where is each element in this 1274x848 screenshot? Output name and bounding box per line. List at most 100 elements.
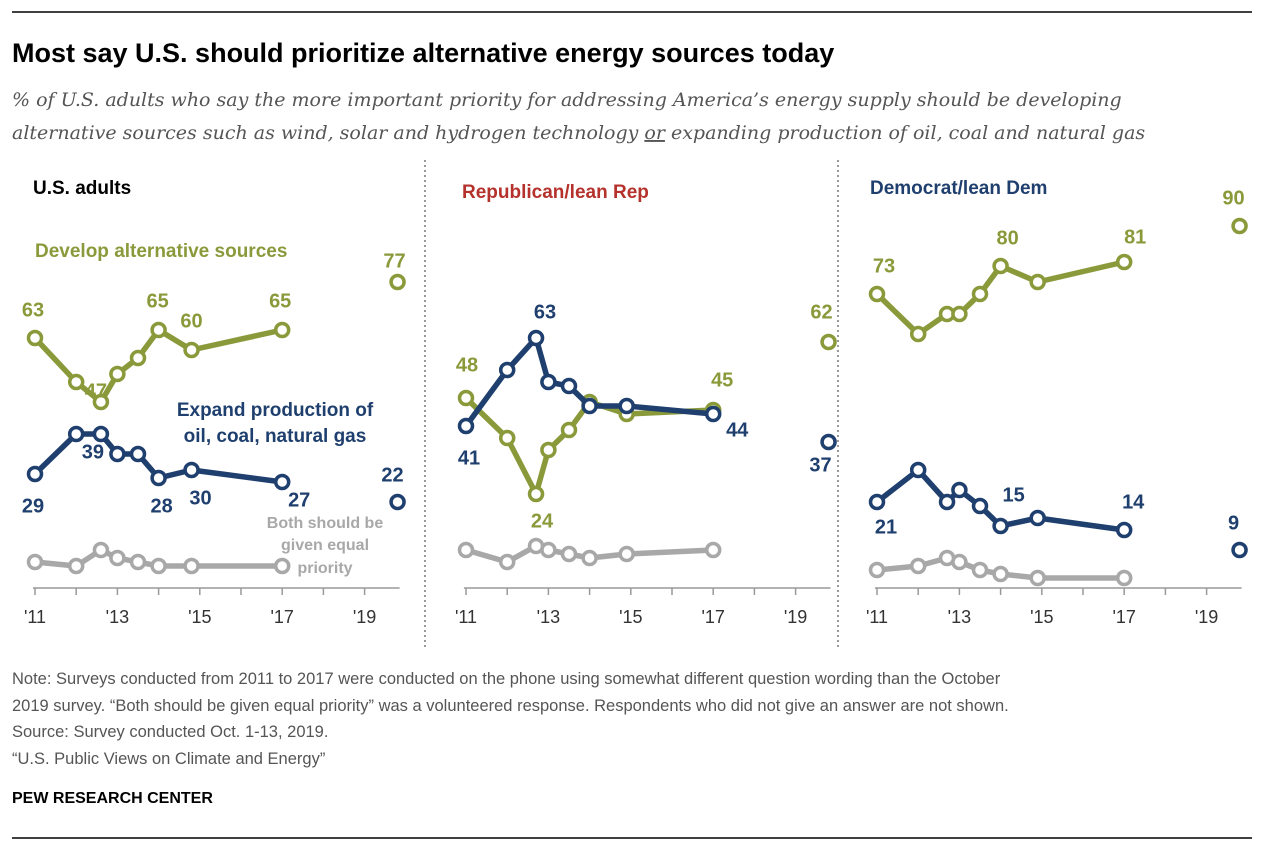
x-tick-label: '15 bbox=[1030, 607, 1053, 627]
data-point-fossil bbox=[457, 417, 475, 435]
data-point-fossil bbox=[1231, 541, 1248, 559]
subtitle-or: or bbox=[644, 122, 666, 144]
legend-fossil-label: Expand production of bbox=[177, 400, 374, 421]
data-point-alt bbox=[389, 273, 406, 291]
data-label-alt: 77 bbox=[383, 250, 405, 272]
data-point-alt bbox=[183, 341, 200, 359]
data-point-both bbox=[560, 545, 578, 563]
data-label-alt: 80 bbox=[996, 227, 1018, 249]
data-point-alt bbox=[1029, 273, 1046, 291]
data-point-fossil bbox=[581, 397, 598, 415]
data-point-alt bbox=[951, 305, 968, 323]
data-point-fossil bbox=[67, 425, 85, 443]
data-point-fossil bbox=[540, 373, 557, 391]
series-line-alt bbox=[32, 327, 283, 405]
legend-fossil-label: oil, coal, natural gas bbox=[184, 426, 367, 447]
data-label-alt: 90 bbox=[1222, 187, 1244, 209]
data-point-alt bbox=[1115, 253, 1133, 271]
data-point-both bbox=[67, 557, 85, 575]
data-point-fossil bbox=[938, 493, 956, 511]
data-point-alt bbox=[868, 285, 886, 303]
data-point-fossil bbox=[150, 469, 167, 487]
subtitle-line2: alternative sources such as wind, solar … bbox=[12, 122, 1145, 144]
data-label-fossil: 22 bbox=[381, 464, 403, 486]
x-tick-label: '19 bbox=[1195, 607, 1218, 627]
x-tick-label: '17 bbox=[701, 607, 724, 627]
data-label-alt: 65 bbox=[269, 290, 291, 312]
data-point-both bbox=[150, 557, 167, 575]
data-label-fossil: 41 bbox=[458, 447, 480, 469]
data-point-both bbox=[992, 565, 1009, 583]
data-point-fossil bbox=[909, 461, 927, 479]
x-tick-label: '15 bbox=[619, 607, 642, 627]
x-tick-label: '19 bbox=[784, 607, 807, 627]
data-point-alt bbox=[527, 485, 545, 503]
data-label-fossil: 63 bbox=[534, 301, 556, 323]
data-point-fossil bbox=[389, 493, 406, 511]
data-point-alt bbox=[909, 325, 927, 343]
data-point-both bbox=[581, 549, 598, 567]
data-point-alt bbox=[273, 321, 291, 339]
data-point-fossil bbox=[273, 473, 291, 491]
data-point-both bbox=[129, 553, 147, 571]
data-point-fossil bbox=[560, 377, 578, 395]
note-line: Note: Surveys conducted from 2011 to 201… bbox=[12, 670, 1001, 688]
data-label-fossil: 39 bbox=[82, 441, 104, 463]
data-label-fossil: 44 bbox=[726, 419, 749, 441]
data-point-both bbox=[868, 561, 886, 579]
data-label-fossil: 27 bbox=[288, 489, 310, 511]
data-label-alt: 60 bbox=[180, 310, 202, 332]
subtitle-line1: % of U.S. adults who say the more import… bbox=[12, 89, 1122, 111]
panel-title-us-adults: U.S. adults bbox=[33, 178, 131, 199]
data-point-alt bbox=[109, 365, 126, 383]
data-point-both bbox=[109, 549, 126, 567]
legend-both-label: Both should be bbox=[267, 515, 384, 532]
data-label-fossil: 21 bbox=[875, 516, 897, 538]
data-point-both bbox=[26, 553, 44, 571]
x-tick-label: '11 bbox=[866, 607, 888, 627]
legend-both-label: priority bbox=[297, 560, 352, 577]
data-point-fossil bbox=[1115, 521, 1133, 539]
data-point-both bbox=[498, 553, 516, 571]
x-tick-label: '13 bbox=[537, 607, 560, 627]
panel-title-republican: Republican/lean Rep bbox=[462, 182, 649, 203]
data-point-alt bbox=[820, 333, 837, 351]
data-label-alt: 48 bbox=[456, 354, 478, 376]
chart-title: Most say U.S. should prioritize alternat… bbox=[12, 38, 834, 68]
data-point-alt bbox=[92, 393, 110, 411]
data-point-alt bbox=[540, 441, 557, 459]
subtitle-part: expanding production of oil, coal and na… bbox=[665, 122, 1145, 144]
report-title: “U.S. Public Views on Climate and Energy… bbox=[12, 750, 325, 768]
data-point-both bbox=[457, 541, 475, 559]
data-point-fossil bbox=[527, 329, 545, 347]
data-point-fossil bbox=[704, 405, 722, 423]
x-tick-label: '15 bbox=[188, 607, 211, 627]
data-label-fossil: 30 bbox=[189, 487, 211, 509]
x-tick-label: '17 bbox=[270, 607, 293, 627]
data-point-both bbox=[183, 557, 200, 575]
data-point-both bbox=[971, 561, 989, 579]
data-point-alt bbox=[560, 421, 578, 439]
legend-both-label: given equal bbox=[281, 537, 369, 554]
data-point-alt bbox=[26, 329, 44, 347]
data-point-alt bbox=[971, 285, 989, 303]
data-point-both bbox=[92, 541, 110, 559]
data-point-fossil bbox=[992, 517, 1009, 535]
data-label-alt: 81 bbox=[1124, 226, 1146, 248]
data-label-alt: 62 bbox=[810, 301, 832, 323]
data-point-fossil bbox=[951, 481, 968, 499]
data-point-alt bbox=[150, 321, 167, 339]
x-tick-label: '13 bbox=[106, 607, 129, 627]
data-label-alt: 24 bbox=[531, 510, 554, 532]
data-label-fossil: 28 bbox=[150, 495, 172, 517]
data-point-both bbox=[704, 541, 722, 559]
data-label-alt: 45 bbox=[711, 369, 733, 391]
data-point-fossil bbox=[1029, 509, 1046, 527]
data-point-alt bbox=[67, 373, 85, 391]
data-point-fossil bbox=[820, 433, 837, 451]
data-point-both bbox=[909, 557, 927, 575]
data-point-both bbox=[1029, 569, 1046, 587]
legend-alt-label: Develop alternative sources bbox=[35, 241, 287, 262]
subtitle-part: alternative sources such as wind, solar … bbox=[12, 122, 644, 144]
